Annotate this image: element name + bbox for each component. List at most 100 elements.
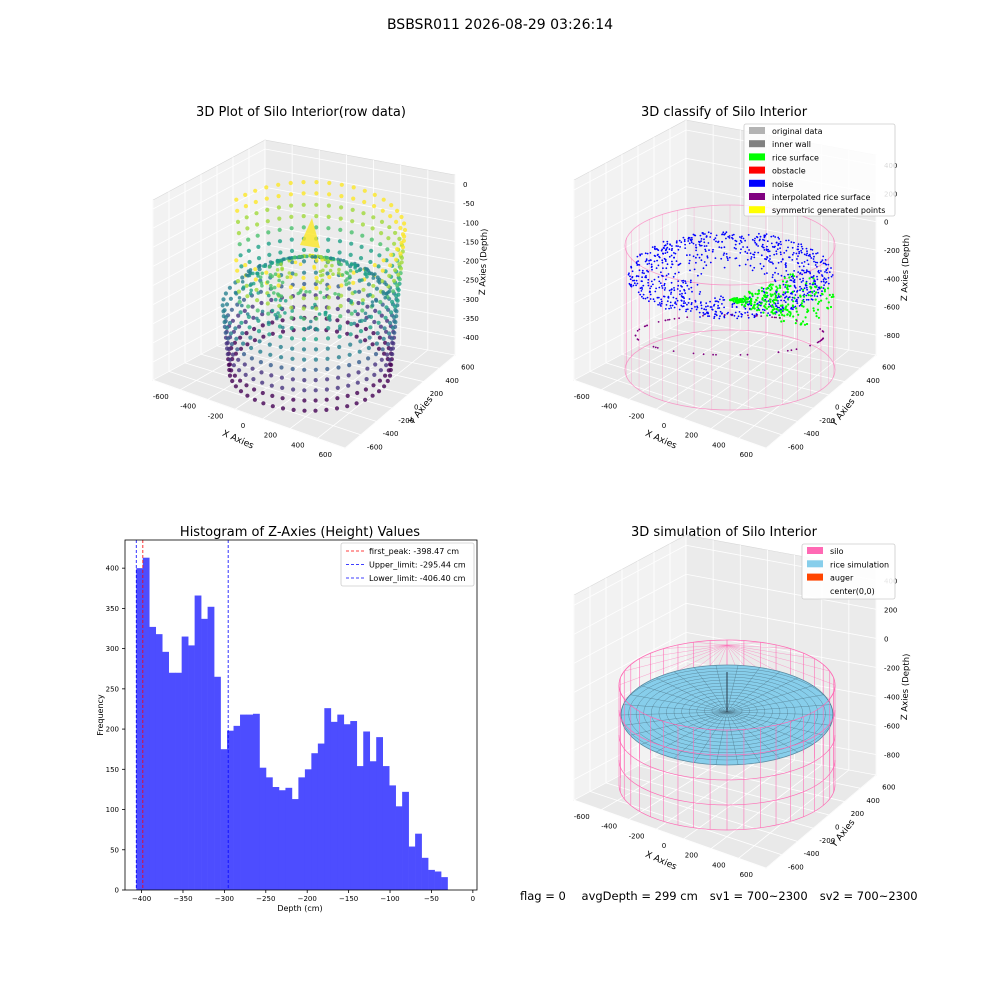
interpolated-point (822, 331, 825, 333)
noise-point (790, 307, 792, 310)
noise-point (670, 293, 672, 295)
noise-point (671, 304, 674, 307)
rice-surface-point (769, 300, 772, 303)
noise-point (731, 306, 734, 308)
noise-point (642, 293, 645, 296)
noise-point (760, 311, 762, 314)
rice-surface-point (754, 292, 757, 295)
z-tick-label: -200 (884, 664, 900, 672)
data-point (314, 306, 319, 311)
rice-mesh-line (630, 694, 728, 713)
noise-point (665, 267, 668, 270)
rice-surface-point (805, 322, 809, 326)
noise-point (646, 263, 649, 265)
noise-point (782, 283, 785, 286)
rice-mesh-line (641, 685, 728, 713)
noise-point (774, 271, 776, 274)
data-point (363, 338, 368, 343)
noise-point (722, 299, 725, 301)
histogram-bar (350, 721, 358, 890)
noise-point (751, 238, 754, 241)
rice-surface-point (800, 323, 803, 326)
noise-point (778, 306, 780, 309)
noise-point (676, 299, 679, 302)
noise-point (665, 304, 668, 306)
noise-point (666, 300, 669, 303)
data-point (290, 271, 295, 276)
noise-point (688, 262, 691, 265)
noise-point (740, 241, 743, 244)
x-tick-label: 200 (685, 852, 698, 860)
noise-point (630, 283, 633, 286)
data-point (225, 336, 231, 341)
simulation-3d-xlabel: X Axies (644, 850, 679, 873)
rice-mesh-line (726, 694, 824, 713)
noise-point (663, 284, 666, 287)
rice-surface-point (758, 289, 761, 292)
noise-point (689, 310, 692, 312)
rice-surface-point (765, 300, 768, 303)
data-point (229, 342, 234, 347)
noise-point (778, 242, 780, 245)
y-tick-label: 0 (414, 404, 418, 412)
noise-point (813, 280, 815, 283)
noise-point (807, 270, 810, 273)
data-point (314, 225, 319, 230)
data-point (301, 347, 307, 352)
noise-point (793, 241, 795, 244)
noise-point (826, 267, 829, 270)
rice-surface-point (768, 284, 771, 288)
data-point (402, 227, 408, 233)
noise-point (822, 262, 825, 265)
rice-surface-point (825, 297, 828, 300)
noise-point (770, 235, 773, 238)
noise-point (696, 253, 699, 256)
noise-point (632, 284, 635, 287)
data-point (373, 308, 378, 313)
silo-roof-line (726, 644, 830, 672)
data-point (243, 204, 248, 209)
data-point (240, 275, 245, 280)
noise-point (822, 280, 825, 283)
data-point (270, 320, 275, 325)
rice-surface-point (795, 310, 798, 313)
data-point (245, 342, 250, 347)
noise-point (821, 290, 823, 292)
noise-point (683, 240, 686, 243)
data-point (224, 325, 230, 330)
data-point (331, 272, 335, 277)
rice-surface-point (792, 315, 795, 318)
rice-surface-point (740, 303, 743, 306)
noise-point (681, 280, 683, 282)
data-point (349, 230, 354, 235)
noise-point (699, 291, 702, 293)
grid-line (216, 345, 408, 396)
grid-line (605, 782, 798, 842)
data-point (301, 306, 306, 311)
noise-point (708, 315, 711, 317)
noise-point (705, 308, 707, 311)
data-point (242, 308, 247, 313)
rice-mesh-line (620, 711, 728, 716)
grid-line (628, 329, 741, 400)
data-point (384, 363, 389, 368)
histogram-reference-lines (135, 540, 229, 890)
noise-point (814, 261, 817, 264)
noise-point (805, 280, 808, 283)
data-point (393, 268, 398, 273)
rice-surface-point (753, 303, 756, 306)
data-point (314, 180, 319, 185)
histogram-bar (441, 877, 448, 890)
y-tick-label: 350 (106, 605, 119, 613)
data-point (351, 280, 356, 285)
rice-surface-point (764, 303, 767, 306)
data-point (289, 295, 294, 300)
noise-point (746, 311, 749, 314)
data-point (360, 298, 365, 303)
data-point (349, 321, 354, 327)
noise-point (791, 296, 794, 299)
noise-point (763, 249, 766, 251)
data-point (389, 336, 395, 341)
data-point (276, 182, 281, 187)
